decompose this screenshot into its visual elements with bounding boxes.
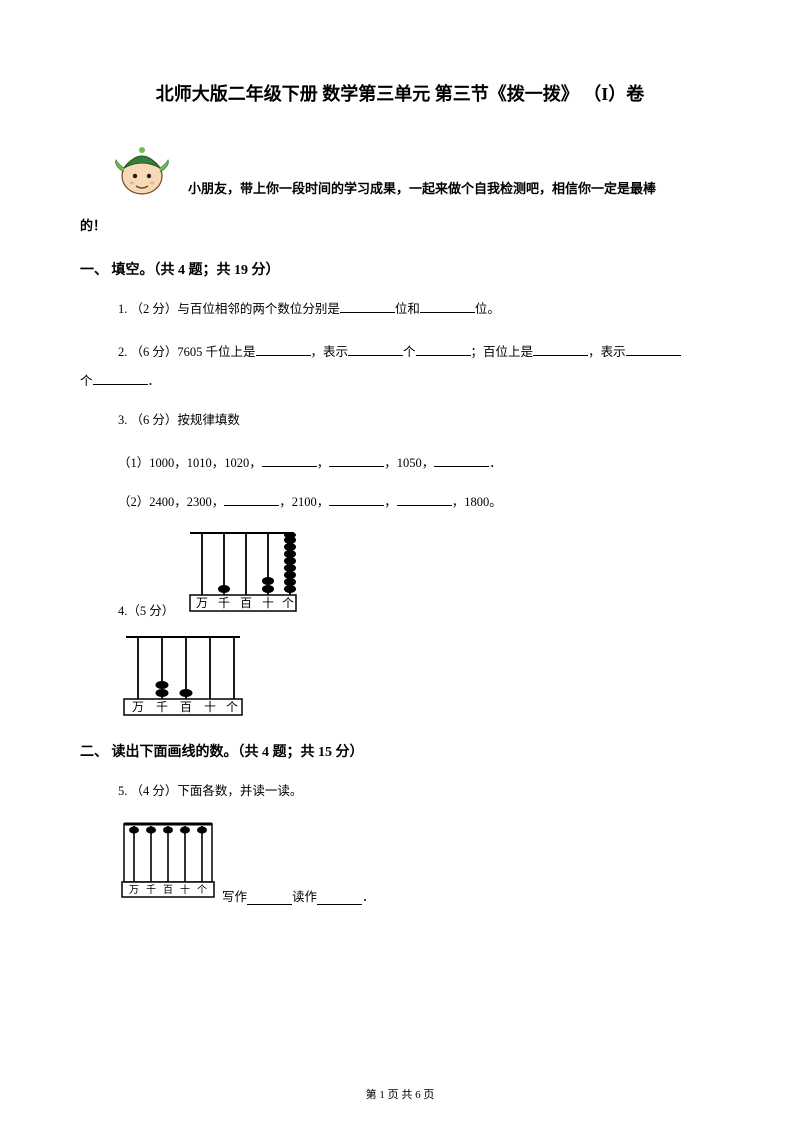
q2-l2b: ． xyxy=(148,374,161,388)
question-3-2: （2）2400，2300， ，2100， ， ，1800。 xyxy=(118,490,720,515)
blank[interactable] xyxy=(420,299,475,313)
abacus-2-icon: 万 千 百 十 个 xyxy=(118,633,248,723)
blank[interactable] xyxy=(329,492,384,506)
svg-text:千: 千 xyxy=(146,884,156,896)
page-footer: 第 1 页 共 6 页 xyxy=(0,1086,800,1102)
svg-text:百: 百 xyxy=(180,700,192,714)
q5-write-label: 写作 xyxy=(222,886,247,905)
q2-b: ，表示 xyxy=(311,345,349,359)
question-1: 1. （2 分）与百位相邻的两个数位分别是 位和 位。 xyxy=(118,297,720,322)
q5-read-label: 读作 xyxy=(292,886,317,905)
svg-text:万: 万 xyxy=(132,700,144,714)
abacus-2-row: 万 千 百 十 个 xyxy=(118,633,720,723)
blank[interactable] xyxy=(247,891,292,905)
svg-text:千: 千 xyxy=(156,700,168,714)
question-2: 2. （6 分）7605 千位上是 ，表示 个 ；百位上是 ，表示 xyxy=(118,340,720,365)
q31-c: ，1050， xyxy=(384,456,434,470)
blank[interactable] xyxy=(317,891,362,905)
intro-text-1: 小朋友，带上你一段时间的学习成果，一起来做个自我检测吧，相信你一定是最棒 xyxy=(178,175,656,204)
blank[interactable] xyxy=(340,299,395,313)
blank[interactable] xyxy=(262,453,317,467)
blank[interactable] xyxy=(397,492,452,506)
q32-d: ，1800。 xyxy=(452,495,502,509)
q1-text-a: 1. （2 分）与百位相邻的两个数位分别是 xyxy=(118,302,340,316)
blank[interactable] xyxy=(626,342,681,356)
blank[interactable] xyxy=(224,492,279,506)
question-2-line2: 个． xyxy=(80,369,720,394)
svg-text:个: 个 xyxy=(197,884,207,896)
section-1-head: 一、 填空。（共 4 题；共 19 分） xyxy=(80,259,720,279)
q32-b: ，2100， xyxy=(279,495,329,509)
q2-e: ，表示 xyxy=(588,345,626,359)
blank[interactable] xyxy=(256,342,311,356)
q1-text-c: 位。 xyxy=(475,302,500,316)
q31-a: （1）1000，1010，1020， xyxy=(118,456,262,470)
q2-c: 个 xyxy=(403,345,416,359)
svg-text:万: 万 xyxy=(196,596,208,610)
q32-c: ， xyxy=(384,495,397,509)
svg-text:个: 个 xyxy=(226,700,238,714)
blank[interactable] xyxy=(416,342,471,356)
q31-b: ， xyxy=(317,456,330,470)
svg-text:万: 万 xyxy=(129,885,139,896)
question-4: 4.（5 分） 万 千 百 xyxy=(118,529,720,619)
q2-d: ；百位上是 xyxy=(471,345,534,359)
mascot-icon xyxy=(110,136,178,204)
svg-text:十: 十 xyxy=(262,596,274,610)
q2-l2a: 个 xyxy=(80,374,93,388)
question-5-abacus-row: 万 千 百 十 个 写作 读作 ． xyxy=(118,822,720,905)
q4-label: 4.（5 分） xyxy=(118,600,174,619)
blank[interactable] xyxy=(93,371,148,385)
intro-text-2: 的！ xyxy=(80,212,720,241)
section-2-head: 二、 读出下面画线的数。（共 4 题；共 15 分） xyxy=(80,741,720,761)
svg-text:百: 百 xyxy=(240,596,252,610)
q1-text-b: 位和 xyxy=(395,302,420,316)
abacus-1-icon: 万 千 百 十 个 xyxy=(182,529,302,619)
page-title: 北师大版二年级下册 数学第三单元 第三节《拨一拨》 （I）卷 xyxy=(80,80,720,106)
q32-a: （2）2400，2300， xyxy=(118,495,224,509)
abacus-3-icon: 万 千 百 十 个 xyxy=(118,822,218,905)
svg-text:千: 千 xyxy=(218,596,230,610)
q31-d: ． xyxy=(489,456,502,470)
svg-text:十: 十 xyxy=(204,700,216,714)
q2-a: 2. （6 分）7605 千位上是 xyxy=(118,345,256,359)
blank[interactable] xyxy=(434,453,489,467)
question-3-1: （1）1000，1010，1020， ， ，1050， ． xyxy=(118,451,720,476)
intro-row: 小朋友，带上你一段时间的学习成果，一起来做个自我检测吧，相信你一定是最棒 xyxy=(80,136,720,204)
question-5-head: 5. （4 分）下面各数，并读一读。 xyxy=(118,779,720,804)
q5-end: ． xyxy=(362,886,375,905)
blank[interactable] xyxy=(348,342,403,356)
blank[interactable] xyxy=(329,453,384,467)
blank[interactable] xyxy=(533,342,588,356)
svg-text:百: 百 xyxy=(163,884,173,896)
svg-text:个: 个 xyxy=(282,596,294,610)
question-3-head: 3. （6 分）按规律填数 xyxy=(118,408,720,433)
svg-text:十: 十 xyxy=(180,883,190,896)
